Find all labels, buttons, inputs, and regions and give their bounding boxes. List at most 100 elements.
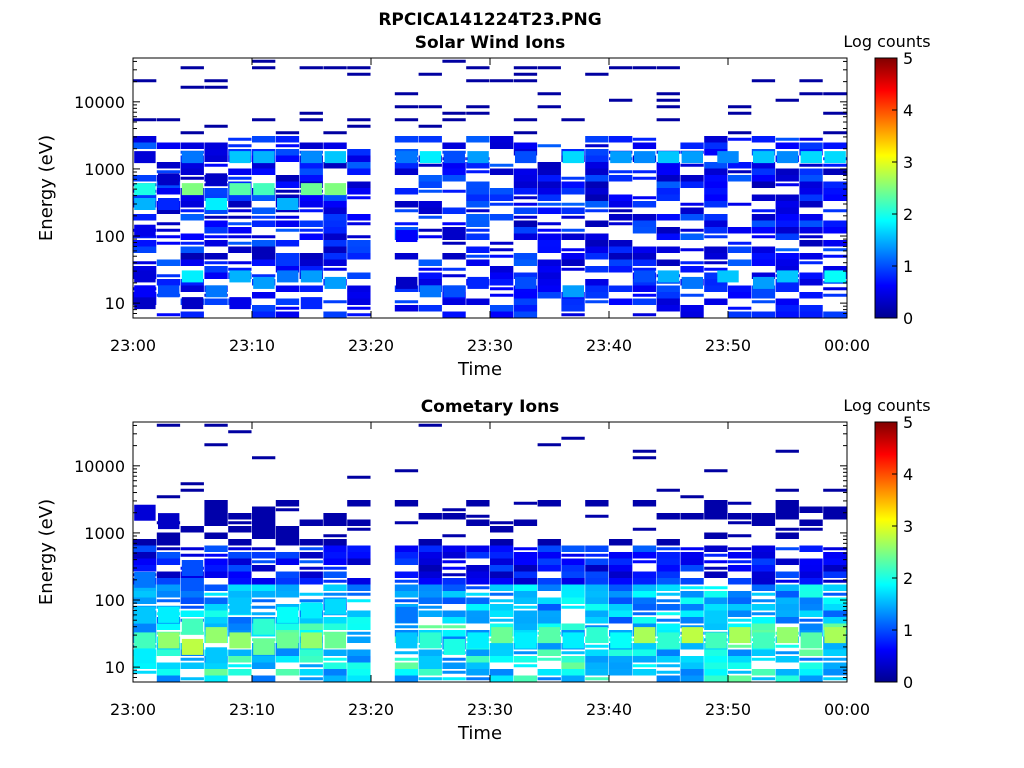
spectrogram-bin (728, 578, 752, 585)
spectrogram-bin (275, 669, 300, 676)
heatmap-cell (610, 632, 632, 649)
spectrogram-bin (275, 656, 300, 663)
heatmap-cell (562, 632, 585, 649)
spectrogram-bin (299, 669, 323, 676)
spectrogram-bin (609, 578, 633, 585)
spectrogram-bin (180, 597, 204, 604)
spectrogram-bin (751, 175, 776, 182)
spectrogram-bin (680, 266, 704, 273)
heatmap-cell (717, 270, 739, 283)
spectrogram-bin (513, 656, 538, 663)
spectrogram-bin (751, 168, 776, 175)
spectrogram-bin (204, 235, 228, 239)
spectrogram-bin (466, 233, 490, 240)
spectrogram-bin (751, 227, 776, 234)
spectrogram-bin (442, 233, 466, 240)
spectrogram-bin (656, 599, 680, 603)
spectrogram-bin (561, 675, 585, 682)
spectrogram-bin (442, 617, 466, 624)
spectrogram-bin (585, 168, 609, 175)
spectrogram-bin (513, 202, 538, 206)
spectrogram-bin (585, 240, 609, 247)
spectrogram-bin (180, 584, 204, 591)
spectrogram-bin (775, 571, 799, 578)
spectrogram-bin (799, 657, 823, 661)
spectrogram-bin (418, 552, 442, 559)
spectrogram-bin (228, 227, 252, 234)
heatmap-cell (681, 151, 704, 164)
spectrogram-bin (585, 617, 609, 624)
spectrogram-bin (799, 662, 823, 669)
y-tick-label: 100 (94, 227, 125, 246)
spectrogram-bin (490, 565, 514, 572)
spectrogram-bin (418, 558, 442, 565)
spectrogram-bin (704, 279, 728, 286)
spectrogram-bin (680, 261, 704, 265)
spectrogram-bin (537, 623, 561, 630)
heatmap-cell (134, 606, 156, 623)
spectrogram-bin (180, 553, 204, 557)
spectrogram-bin (632, 643, 657, 650)
spectrogram-bin (656, 584, 680, 591)
spectrogram-bin (656, 552, 680, 559)
spectrogram-bin (347, 235, 371, 239)
spectrogram-bin (775, 137, 799, 141)
spectrogram-bin (490, 623, 514, 630)
spectrogram-bin (204, 584, 228, 591)
spectrogram-bin (180, 526, 204, 533)
spectrogram-bin (418, 597, 442, 604)
spectrogram-bin (632, 656, 657, 663)
spectrogram-bin (775, 183, 799, 187)
spectrogram-bin (133, 240, 157, 247)
heatmap-cells (133, 59, 847, 318)
spectrogram-bin (823, 662, 847, 669)
spectrogram-bin (513, 605, 538, 609)
spectrogram-bin (466, 162, 490, 169)
spectrogram-bin (728, 285, 752, 292)
spectrogram-bin (228, 261, 252, 265)
spectrogram-bin (585, 578, 609, 585)
spectrogram-bin (466, 519, 490, 526)
spectrogram-bin (323, 227, 347, 234)
heatmap-cell (610, 151, 632, 164)
heatmap-cell (705, 632, 727, 649)
spectrogram-bin (466, 604, 490, 611)
spectrogram-bin (394, 105, 419, 109)
spectrogram-bin (728, 501, 752, 505)
spectrogram-bin (347, 669, 371, 676)
spectrogram-bin (180, 605, 204, 609)
spectrogram-bin (728, 560, 752, 564)
spectrogram-bin (299, 578, 323, 585)
spectrogram-bin (204, 662, 228, 669)
spectrogram-bin (513, 584, 538, 591)
spectrogram-bin (704, 188, 728, 195)
heatmap-cell (253, 638, 275, 655)
heatmap-cell (157, 198, 180, 211)
spectrogram-bin (228, 222, 252, 226)
spectrogram-bin (585, 610, 609, 617)
spectrogram-bin (775, 311, 799, 318)
spectrogram-bin (228, 241, 252, 245)
spectrogram-bin (799, 188, 823, 195)
heatmap-cell (419, 151, 442, 164)
spectrogram-bin (680, 578, 704, 585)
spectrogram-bin (252, 605, 276, 609)
spectrogram-bin (513, 610, 538, 617)
spectrogram-bin (275, 175, 300, 182)
spectrogram-bin (394, 625, 419, 629)
spectrogram-bin (775, 558, 799, 565)
spectrogram-bin (466, 209, 490, 213)
spectrogram-bin (323, 584, 347, 591)
spectrogram-bin (823, 649, 847, 656)
spectrogram-bin (418, 259, 442, 266)
spectrogram-bin (156, 259, 181, 266)
spectrogram-bin (680, 163, 704, 167)
spectrogram-bin (252, 519, 276, 526)
spectrogram-bin (609, 194, 633, 201)
spectrogram-bin (323, 259, 347, 266)
heatmap-cell (657, 270, 680, 283)
spectrogram-bin (394, 657, 419, 661)
spectrogram-bin (299, 118, 323, 122)
spectrogram-bin (632, 196, 657, 200)
spectrogram-bin (323, 539, 347, 546)
